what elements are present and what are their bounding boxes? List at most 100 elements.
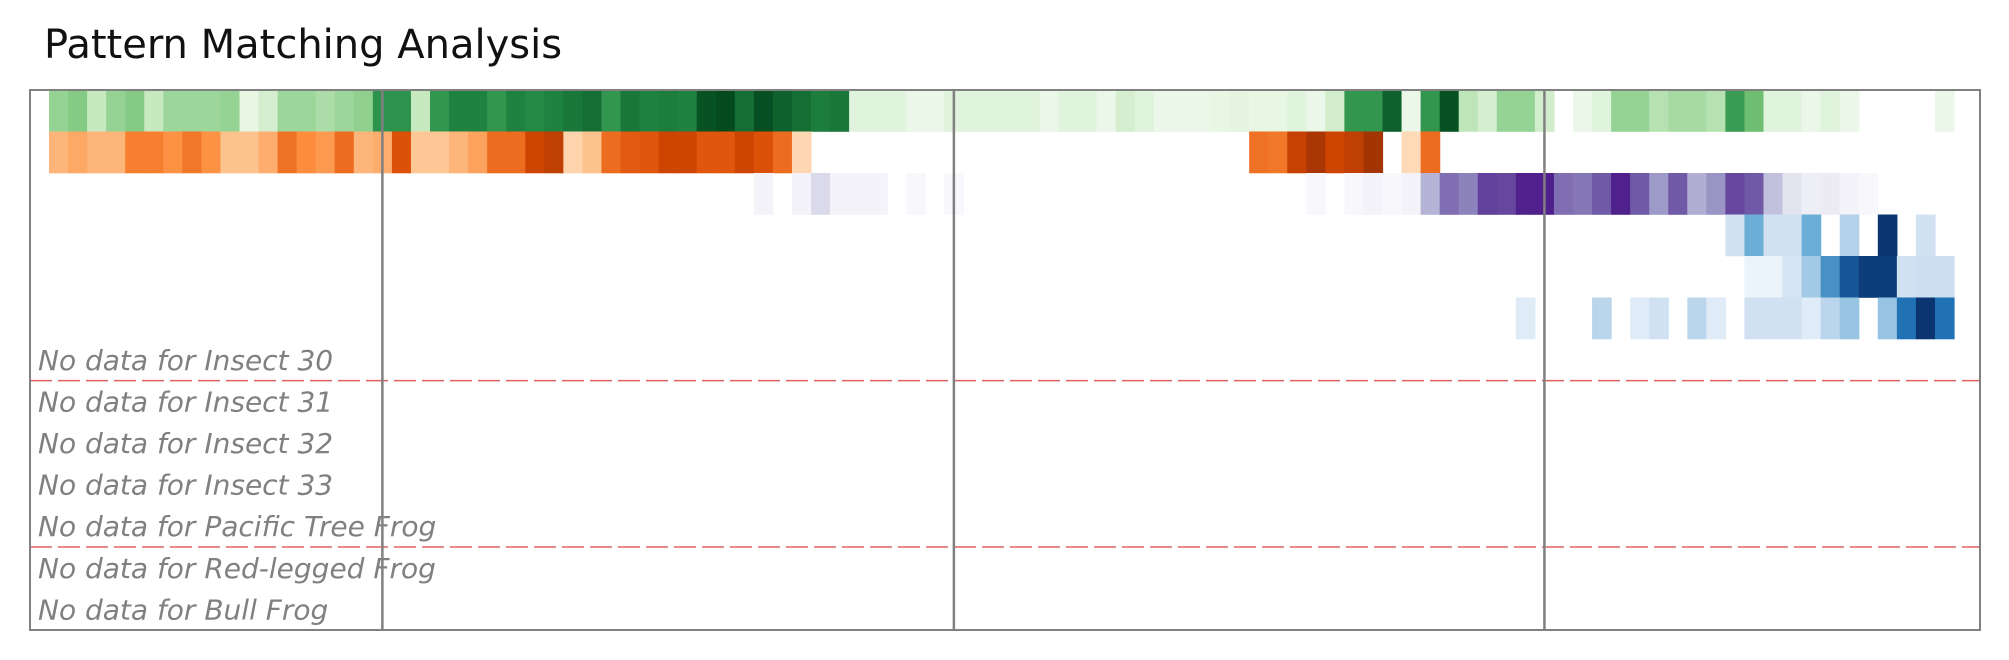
heatmap-cell [201, 90, 222, 132]
heatmap-cell [1934, 256, 1955, 298]
heatmap-cell [258, 131, 279, 174]
heatmap-cell [1268, 131, 1288, 174]
heatmap-cell [1934, 297, 1955, 340]
heatmap-cell [1192, 90, 1212, 132]
heatmap-cell [1573, 90, 1593, 132]
heatmap-cell [1477, 173, 1498, 215]
heatmap-cell [1268, 90, 1288, 132]
heatmap-cell [925, 90, 945, 132]
heatmap-cell [620, 131, 641, 174]
heatmap-cell [1458, 90, 1479, 132]
heatmap-cell [791, 90, 812, 132]
heatmap-cell [1801, 214, 1822, 257]
heatmap-cell [982, 90, 1003, 132]
heatmap-cell [1287, 131, 1307, 174]
heatmap-cell [715, 90, 736, 132]
heatmap-cell [582, 131, 603, 174]
heatmap-cell [734, 90, 755, 132]
heatmap-cell [487, 131, 507, 174]
heatmap-cell [906, 173, 926, 215]
heatmap-cell [1877, 214, 1898, 257]
heatmap-cell [1725, 214, 1746, 257]
heatmap-cell [1363, 131, 1384, 174]
heatmap-cell [1325, 90, 1345, 132]
heatmap-cell [1782, 256, 1803, 298]
heatmap-cell [1839, 173, 1860, 215]
heatmap-cell [1744, 173, 1765, 215]
heatmap-cell [734, 131, 755, 174]
heatmap-cell [1611, 173, 1631, 215]
heatmap-cell [144, 90, 164, 132]
heatmap-cell [1687, 90, 1707, 132]
heatmap-cell [677, 90, 698, 132]
heatmap-cell [639, 90, 660, 132]
heatmap-cell [811, 173, 831, 215]
heatmap-cell [1630, 173, 1650, 215]
heatmap-cell [1782, 173, 1803, 215]
heatmap-cell [1306, 173, 1326, 215]
heatmap-cell [1592, 297, 1612, 340]
heatmap-cell [201, 131, 222, 174]
heatmap-cell [563, 131, 583, 174]
heatmap-cell [1820, 90, 1841, 132]
heatmap-cell [1782, 90, 1803, 132]
heatmap-cell [296, 131, 317, 174]
heatmap-cell [1839, 256, 1860, 298]
heatmap-cell [601, 131, 622, 174]
heatmap-cell [239, 131, 260, 174]
heatmap-cell [1763, 214, 1784, 257]
heatmap-cell [1744, 256, 1765, 298]
heatmap-cell [1706, 90, 1726, 132]
heatmap-cell [1439, 90, 1460, 132]
heatmap-cell [1115, 90, 1136, 132]
heatmap-cell [1630, 90, 1650, 132]
heatmap-cell [1782, 214, 1803, 257]
heatmap-cell [449, 90, 469, 132]
heatmap-cell [1763, 297, 1784, 340]
heatmap-cell [1287, 90, 1307, 132]
heatmap-cell [1058, 90, 1079, 132]
heatmap-cell [715, 131, 736, 174]
heatmap-cell [1839, 214, 1860, 257]
heatmap-cell [544, 131, 564, 174]
heatmap-cell [315, 90, 336, 132]
heatmap-cell [1820, 256, 1841, 298]
heatmap-cell [106, 90, 126, 132]
heatmap-cell [506, 90, 526, 132]
heatmap-cell [1896, 297, 1917, 340]
heatmap-cell [1096, 90, 1117, 132]
heatmap-cell [1915, 256, 1936, 298]
heatmap-cell [696, 131, 717, 174]
heatmap-cell [1401, 131, 1422, 174]
heatmap-cell [1439, 173, 1460, 215]
heatmap-cell [1706, 297, 1726, 340]
heatmap-cell [525, 131, 545, 174]
heatmap-cell [906, 90, 926, 132]
heatmap-cell [87, 90, 107, 132]
heatmap-cell [677, 131, 698, 174]
heatmap-cell [1877, 297, 1898, 340]
heatmap-cell [791, 173, 812, 215]
heatmap-cell [410, 131, 431, 174]
heatmap-cell [1877, 256, 1898, 298]
heatmap-cell [353, 90, 374, 132]
no-data-label: No data for Insect 32 [38, 427, 333, 460]
heatmap-cell [1744, 90, 1765, 132]
heatmap-cell [1801, 256, 1822, 298]
heatmap-cell [1344, 173, 1365, 215]
heatmap-cell [1401, 90, 1422, 132]
heatmap-cell [1172, 90, 1193, 132]
heatmap-cell [1649, 173, 1669, 215]
heatmap-cell [1858, 173, 1879, 215]
heatmap-cell [1363, 90, 1384, 132]
heatmap-cell [220, 90, 241, 132]
heatmap-cell [887, 90, 907, 132]
heatmap-cell [1649, 90, 1669, 132]
heatmap-cell [334, 90, 355, 132]
heatmap-cell [1706, 173, 1726, 215]
heatmap-cell [68, 90, 88, 132]
heatmap-cell [449, 131, 469, 174]
heatmap-cell [1858, 256, 1879, 298]
heatmap-cell [658, 131, 679, 174]
